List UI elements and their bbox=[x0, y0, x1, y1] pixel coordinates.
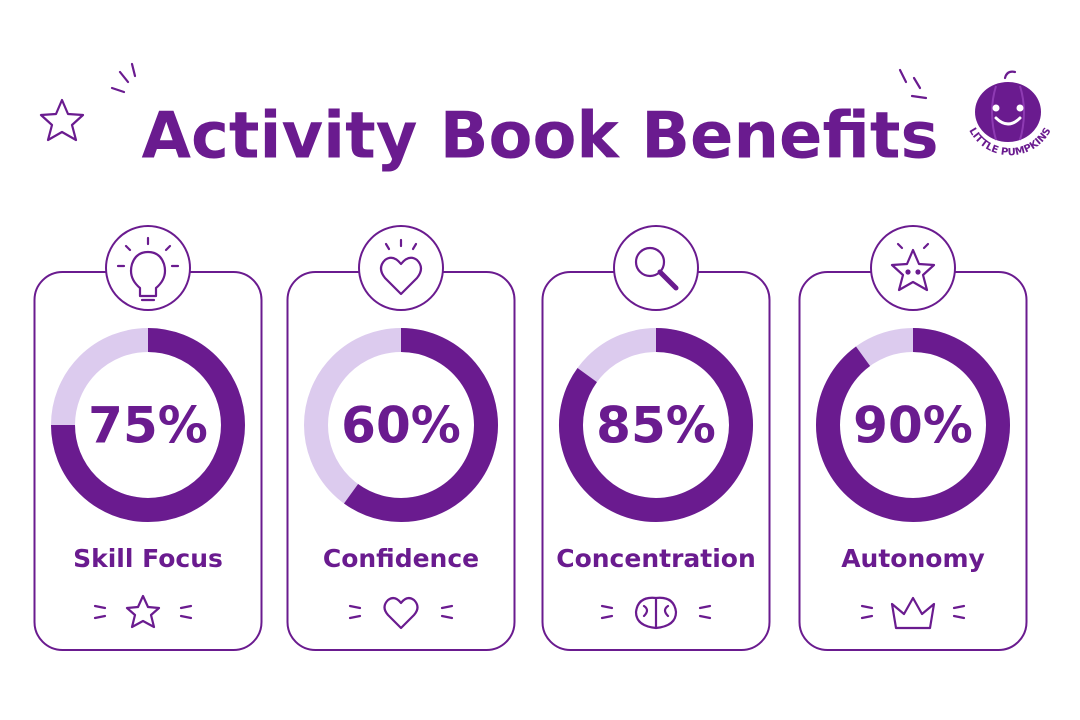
small-star-icon bbox=[93, 594, 193, 629]
heart-icon bbox=[379, 238, 423, 296]
benefit-label: Autonomy bbox=[841, 544, 985, 573]
benefit-card: 60% Confidence bbox=[286, 225, 516, 651]
donut-arc bbox=[51, 328, 245, 522]
crown-icon bbox=[860, 596, 966, 630]
percent-label: 90% bbox=[853, 397, 973, 455]
cards: 75% Skill Focus 60% Confidence 85% Concentrat… bbox=[33, 225, 1028, 651]
brain-icon bbox=[600, 596, 712, 630]
percent-label: 60% bbox=[341, 397, 461, 455]
icon-badge bbox=[870, 225, 956, 311]
small-heart-icon bbox=[348, 596, 454, 630]
title: Activity Book Benefits bbox=[141, 100, 938, 174]
percent-label: 85% bbox=[596, 397, 716, 455]
star-decoration bbox=[39, 98, 85, 142]
icon-badge bbox=[358, 225, 444, 311]
benefit-card: 90% Autonomy bbox=[798, 225, 1028, 651]
benefit-label: Skill Focus bbox=[73, 544, 223, 573]
logo: LITTLE PUMPKINS bbox=[966, 70, 1054, 158]
benefit-label: Concentration bbox=[556, 544, 756, 573]
sparkle bbox=[110, 62, 137, 94]
sparkle bbox=[898, 68, 928, 100]
donut-arc bbox=[559, 328, 753, 522]
percent-label: 75% bbox=[88, 397, 208, 455]
magnifier-icon bbox=[634, 246, 679, 291]
icon-badge bbox=[613, 225, 699, 311]
donut-arc bbox=[816, 328, 1010, 522]
benefit-card: 75% Skill Focus bbox=[33, 225, 263, 651]
lightbulb-icon bbox=[116, 236, 180, 302]
benefit-card: 85% Concentration bbox=[541, 225, 771, 651]
donut-arc bbox=[344, 328, 498, 522]
benefit-label: Confidence bbox=[323, 544, 479, 573]
star-icon bbox=[890, 242, 936, 292]
